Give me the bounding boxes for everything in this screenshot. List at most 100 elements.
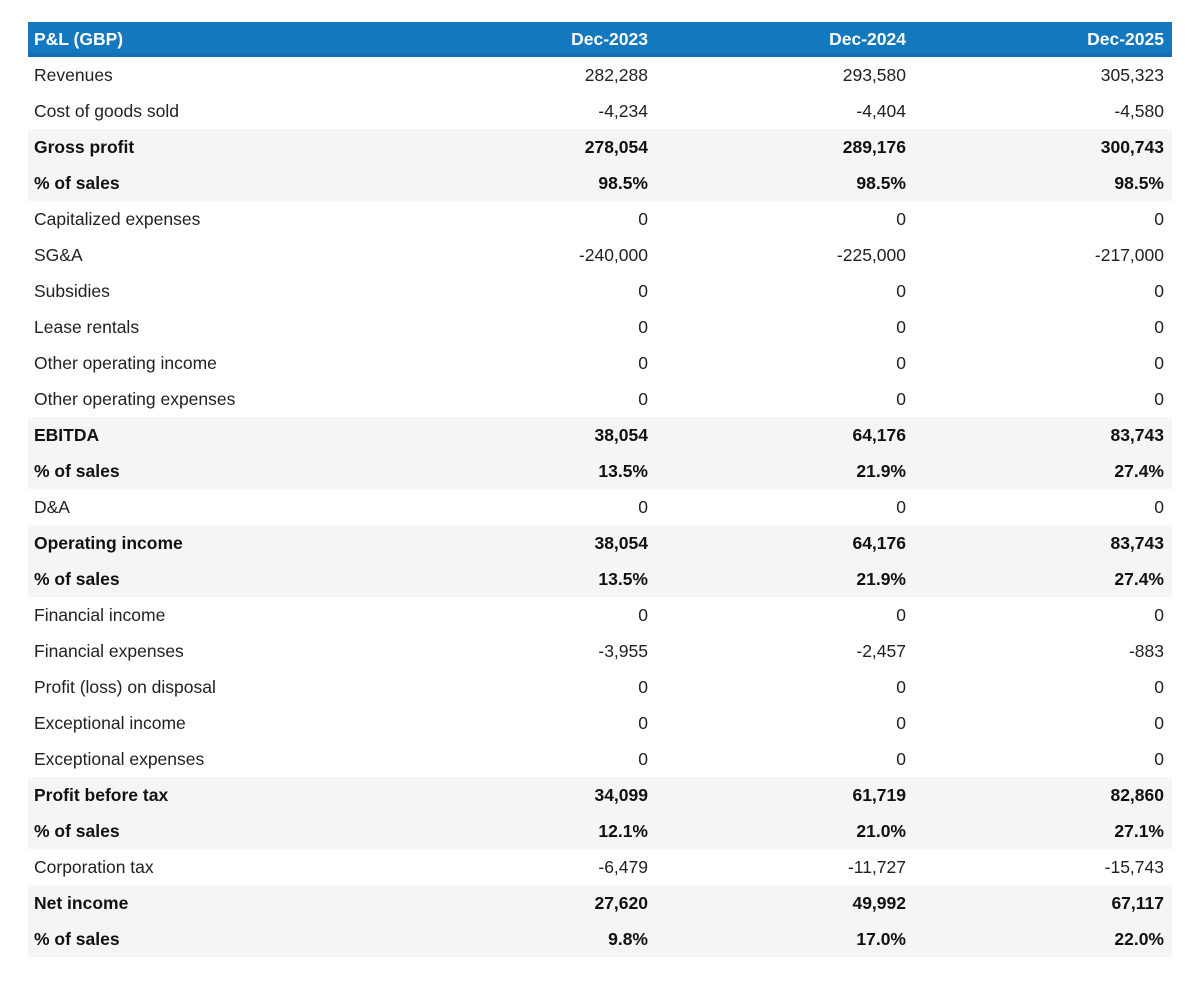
table-row: Gross profit 278,054 289,176 300,743 xyxy=(28,129,1172,165)
cell-value: 61,719 xyxy=(852,785,906,805)
table-row: Financial expenses -3,955 -2,457 -883 xyxy=(28,633,1172,669)
cell-value: 12.1% xyxy=(598,821,648,841)
table-row: Lease rentals 0 0 0 xyxy=(28,309,1172,345)
table-row: D&A 0 0 0 xyxy=(28,489,1172,525)
cell-value: 27.4% xyxy=(1114,461,1164,481)
pnl-statement: P&L (GBP) Dec-2023 Dec-2024 Dec-2025 Reven… xyxy=(28,22,1172,957)
cell-value: 300,743 xyxy=(1100,137,1164,157)
row-label: Subsidies xyxy=(34,281,110,301)
row-label: Financial income xyxy=(34,605,166,625)
row-label: % of sales xyxy=(34,569,120,589)
cell-value: 13.5% xyxy=(598,461,648,481)
cell-value: 21.9% xyxy=(856,461,906,481)
cell-value: 0 xyxy=(1154,353,1164,373)
row-label: Capitalized expenses xyxy=(34,209,201,229)
cell-value: 64,176 xyxy=(852,425,906,445)
cell-value: 27.1% xyxy=(1114,821,1164,841)
cell-value: 289,176 xyxy=(842,137,906,157)
row-label: % of sales xyxy=(34,173,120,193)
cell-value: 0 xyxy=(1154,605,1164,625)
table-row: Financial income 0 0 0 xyxy=(28,597,1172,633)
cell-value: 98.5% xyxy=(598,173,648,193)
cell-value: -11,727 xyxy=(847,857,906,877)
table-row: Profit before tax 34,099 61,719 82,860 xyxy=(28,777,1172,813)
cell-value: 98.5% xyxy=(1114,173,1164,193)
table-row: Exceptional expenses 0 0 0 xyxy=(28,741,1172,777)
table-row: Operating income 38,054 64,176 83,743 xyxy=(28,525,1172,561)
row-label: Revenues xyxy=(34,65,113,85)
row-label: Lease rentals xyxy=(34,317,140,337)
row-label: Net income xyxy=(34,893,129,913)
cell-value: 0 xyxy=(638,209,648,229)
row-label: Cost of goods sold xyxy=(34,101,179,121)
cell-value: 9.8% xyxy=(608,929,648,949)
cell-value: 0 xyxy=(1154,497,1164,517)
row-label: Profit (loss) on disposal xyxy=(34,677,216,697)
cell-value: -4,234 xyxy=(598,101,648,121)
cell-value: 83,743 xyxy=(1110,425,1164,445)
table-row: Exceptional income 0 0 0 xyxy=(28,705,1172,741)
table-row: Profit (loss) on disposal 0 0 0 xyxy=(28,669,1172,705)
row-label: % of sales xyxy=(34,821,120,841)
cell-value: 0 xyxy=(896,497,906,517)
row-label: Exceptional expenses xyxy=(34,749,205,769)
row-label: SG&A xyxy=(34,245,83,265)
cell-value: -3,955 xyxy=(598,641,648,661)
cell-value: 0 xyxy=(896,749,906,769)
cell-value: 0 xyxy=(1154,389,1164,409)
row-label: D&A xyxy=(34,497,70,517)
table-row: % of sales 12.1% 21.0% 27.1% xyxy=(28,813,1172,849)
row-label: Operating income xyxy=(34,533,183,553)
table-row: Corporation tax -6,479 -11,727 -15,743 xyxy=(28,849,1172,885)
cell-value: 83,743 xyxy=(1110,533,1164,553)
column-header-dec-2023: Dec-2023 xyxy=(398,22,656,57)
cell-value: 0 xyxy=(638,389,648,409)
cell-value: 282,288 xyxy=(584,65,648,85)
row-label: Other operating expenses xyxy=(34,389,236,409)
cell-value: -2,457 xyxy=(856,641,906,661)
row-label: Gross profit xyxy=(34,137,135,157)
cell-value: 0 xyxy=(896,317,906,337)
table-row: % of sales 13.5% 21.9% 27.4% xyxy=(28,561,1172,597)
cell-value: 49,992 xyxy=(852,893,906,913)
table-row: SG&A -240,000 -225,000 -217,000 xyxy=(28,237,1172,273)
cell-value: 0 xyxy=(638,497,648,517)
table-row: Capitalized expenses 0 0 0 xyxy=(28,201,1172,237)
cell-value: 0 xyxy=(638,605,648,625)
row-label: EBITDA xyxy=(34,425,100,445)
cell-value: -6,479 xyxy=(598,857,648,877)
row-label: % of sales xyxy=(34,929,120,949)
table-row: % of sales 98.5% 98.5% 98.5% xyxy=(28,165,1172,201)
pnl-table: P&L (GBP) Dec-2023 Dec-2024 Dec-2025 Reven… xyxy=(28,22,1172,957)
table-row: Net income 27,620 49,992 67,117 xyxy=(28,885,1172,921)
cell-value: 305,323 xyxy=(1100,65,1164,85)
cell-value: -883 xyxy=(1128,641,1164,661)
cell-value: 64,176 xyxy=(852,533,906,553)
cell-value: 0 xyxy=(896,353,906,373)
cell-value: 0 xyxy=(1154,713,1164,733)
cell-value: 0 xyxy=(1154,281,1164,301)
cell-value: 0 xyxy=(896,677,906,697)
column-header-dec-2024: Dec-2024 xyxy=(656,22,914,57)
column-header-dec-2025: Dec-2025 xyxy=(914,22,1172,57)
row-label: Profit before tax xyxy=(34,785,169,805)
cell-value: 0 xyxy=(896,281,906,301)
cell-value: 0 xyxy=(638,317,648,337)
table-body: Revenues 282,288 293,580 305,323 Cost of goo… xyxy=(28,57,1172,957)
table-row: % of sales 13.5% 21.9% 27.4% xyxy=(28,453,1172,489)
cell-value: 17.0% xyxy=(856,929,906,949)
cell-value: 0 xyxy=(896,209,906,229)
cell-value: 21.9% xyxy=(856,569,906,589)
row-label: Financial expenses xyxy=(34,641,184,661)
cell-value: 0 xyxy=(638,749,648,769)
cell-value: -4,580 xyxy=(1114,101,1164,121)
cell-value: 0 xyxy=(1154,749,1164,769)
cell-value: 0 xyxy=(638,281,648,301)
cell-value: -217,000 xyxy=(1094,245,1164,265)
cell-value: 0 xyxy=(1154,317,1164,337)
cell-value: 0 xyxy=(896,605,906,625)
cell-value: 27,620 xyxy=(594,893,648,913)
table-title: P&L (GBP) xyxy=(28,22,398,57)
cell-value: 278,054 xyxy=(584,137,648,157)
cell-value: -15,743 xyxy=(1104,857,1164,877)
